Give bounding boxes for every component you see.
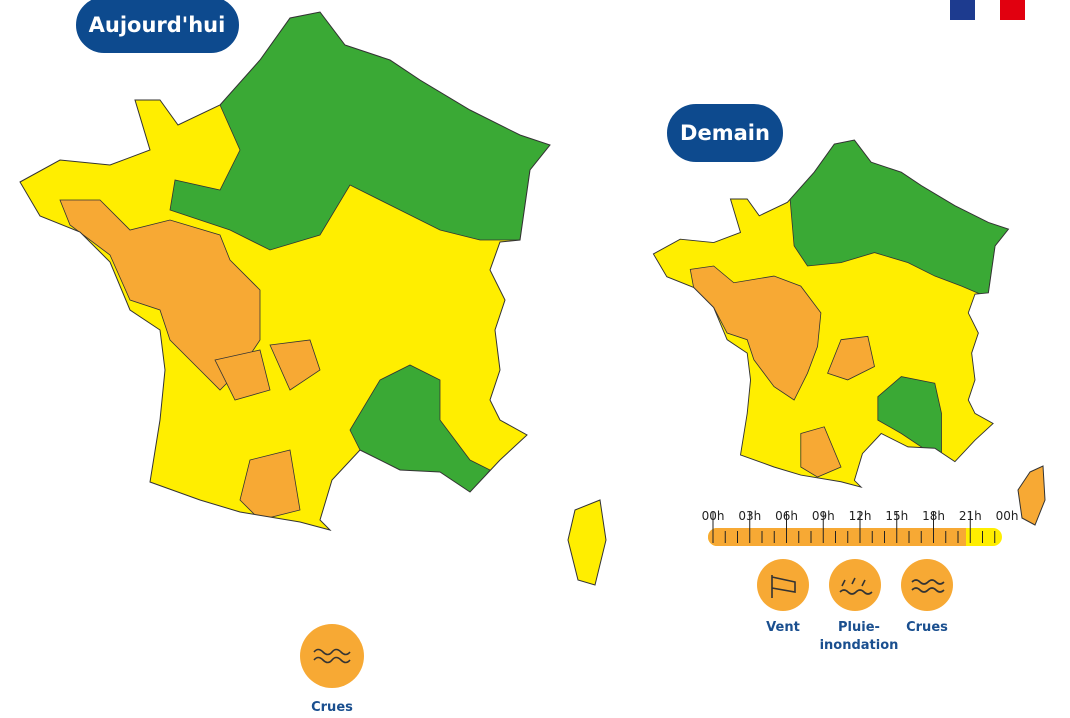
time-label: 03h (738, 509, 761, 523)
hazard-label: Crues (906, 620, 948, 635)
title-tomorrow: Demain (680, 121, 770, 145)
time-label: 21h (959, 509, 982, 523)
time-label: 12h (849, 509, 872, 523)
time-label: 18h (922, 509, 945, 523)
time-label: 06h (775, 509, 798, 523)
time-label: 00h (702, 509, 725, 523)
label-today: Aujourd'hui (74, 0, 241, 55)
time-label: 09h (812, 509, 835, 523)
corsica-tomorrow (1017, 465, 1046, 526)
hazard-label: Vent (766, 620, 800, 635)
hazard-label: inondation (820, 638, 899, 653)
time-label: 00h (996, 509, 1019, 523)
hazard-label: Crues (311, 700, 353, 715)
hazard-icons (300, 559, 953, 688)
map-today (19, 11, 607, 586)
hazard-labels: Crues Vent Pluie-inondation Crues (311, 620, 948, 715)
time-label: 15h (885, 509, 908, 523)
label-tomorrow: Demain (665, 102, 785, 164)
logo (950, 0, 1025, 20)
title-today: Aujourd'hui (89, 13, 226, 37)
hazard-label: Pluie- (838, 620, 880, 635)
map-tomorrow (652, 139, 1009, 488)
timeline: 00h 03h 06h 09h 12h 15h 18h 21h 00h (702, 509, 1019, 546)
